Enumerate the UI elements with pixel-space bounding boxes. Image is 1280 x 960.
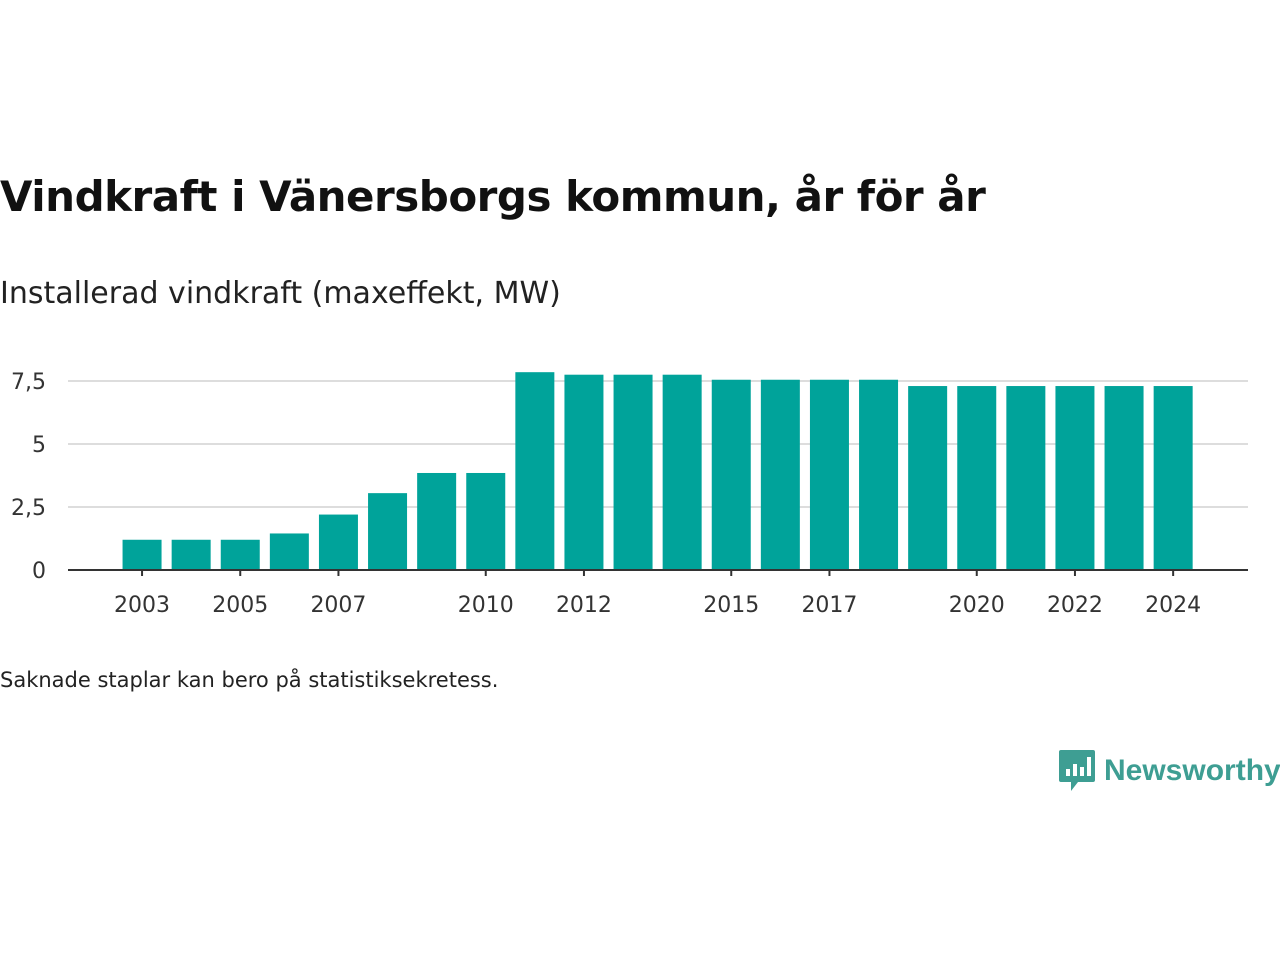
bar-2015 — [711, 379, 751, 570]
x-tick-label: 2003 — [114, 593, 170, 618]
bar-2007 — [318, 514, 358, 570]
chart-subtitle: Installerad vindkraft (maxeffekt, MW) — [0, 276, 561, 311]
y-tick-label: 2,5 — [11, 496, 46, 521]
bar-2019 — [908, 386, 948, 570]
bar-2011 — [515, 372, 555, 570]
y-tick-label: 5 — [32, 433, 46, 458]
bar-2022 — [1055, 386, 1095, 570]
x-tick-label: 2005 — [212, 593, 268, 618]
bar-2023 — [1104, 386, 1144, 570]
bar-2009 — [417, 472, 457, 570]
x-tick-label: 2015 — [703, 593, 759, 618]
bar-2018 — [859, 379, 899, 570]
bar-2005 — [220, 539, 260, 570]
bar-2013 — [613, 374, 653, 570]
bar-2006 — [269, 533, 309, 570]
bar-2021 — [1006, 386, 1046, 570]
x-tick-label: 2017 — [801, 593, 857, 618]
bar-2003 — [122, 539, 162, 570]
newsworthy-logo[interactable]: Newsworthy — [1058, 748, 1280, 794]
bar-2004 — [171, 539, 211, 570]
bar-2014 — [662, 374, 702, 570]
x-tick-label: 2012 — [556, 593, 612, 618]
logo-text: Newsworthy — [1104, 754, 1280, 787]
bar-2010 — [466, 472, 506, 570]
bar-2012 — [564, 374, 604, 570]
x-tick-label: 2024 — [1145, 593, 1201, 618]
bar-2020 — [957, 386, 997, 570]
bar-2008 — [368, 493, 408, 570]
bar-2024 — [1153, 386, 1193, 570]
y-tick-label: 0 — [32, 559, 46, 584]
bar-chart: 0 2,5 5 7,5 2003 2005 2007 2010 2012 2015 2017 2020… — [11, 370, 1248, 618]
x-tick-label: 2020 — [949, 593, 1005, 618]
bar-chart-speech-bubble-icon — [1059, 750, 1095, 791]
bar-2017 — [809, 379, 849, 570]
x-tick-label: 2022 — [1047, 593, 1103, 618]
footnote: Saknade staplar kan bero på statistiksek… — [0, 668, 499, 692]
bar-2016 — [760, 379, 800, 570]
x-tick-label: 2010 — [458, 593, 514, 618]
x-tick-label: 2007 — [310, 593, 366, 618]
y-tick-label: 7,5 — [11, 370, 46, 395]
chart-title: Vindkraft i Vänersborgs kommun, år för å… — [0, 172, 986, 221]
